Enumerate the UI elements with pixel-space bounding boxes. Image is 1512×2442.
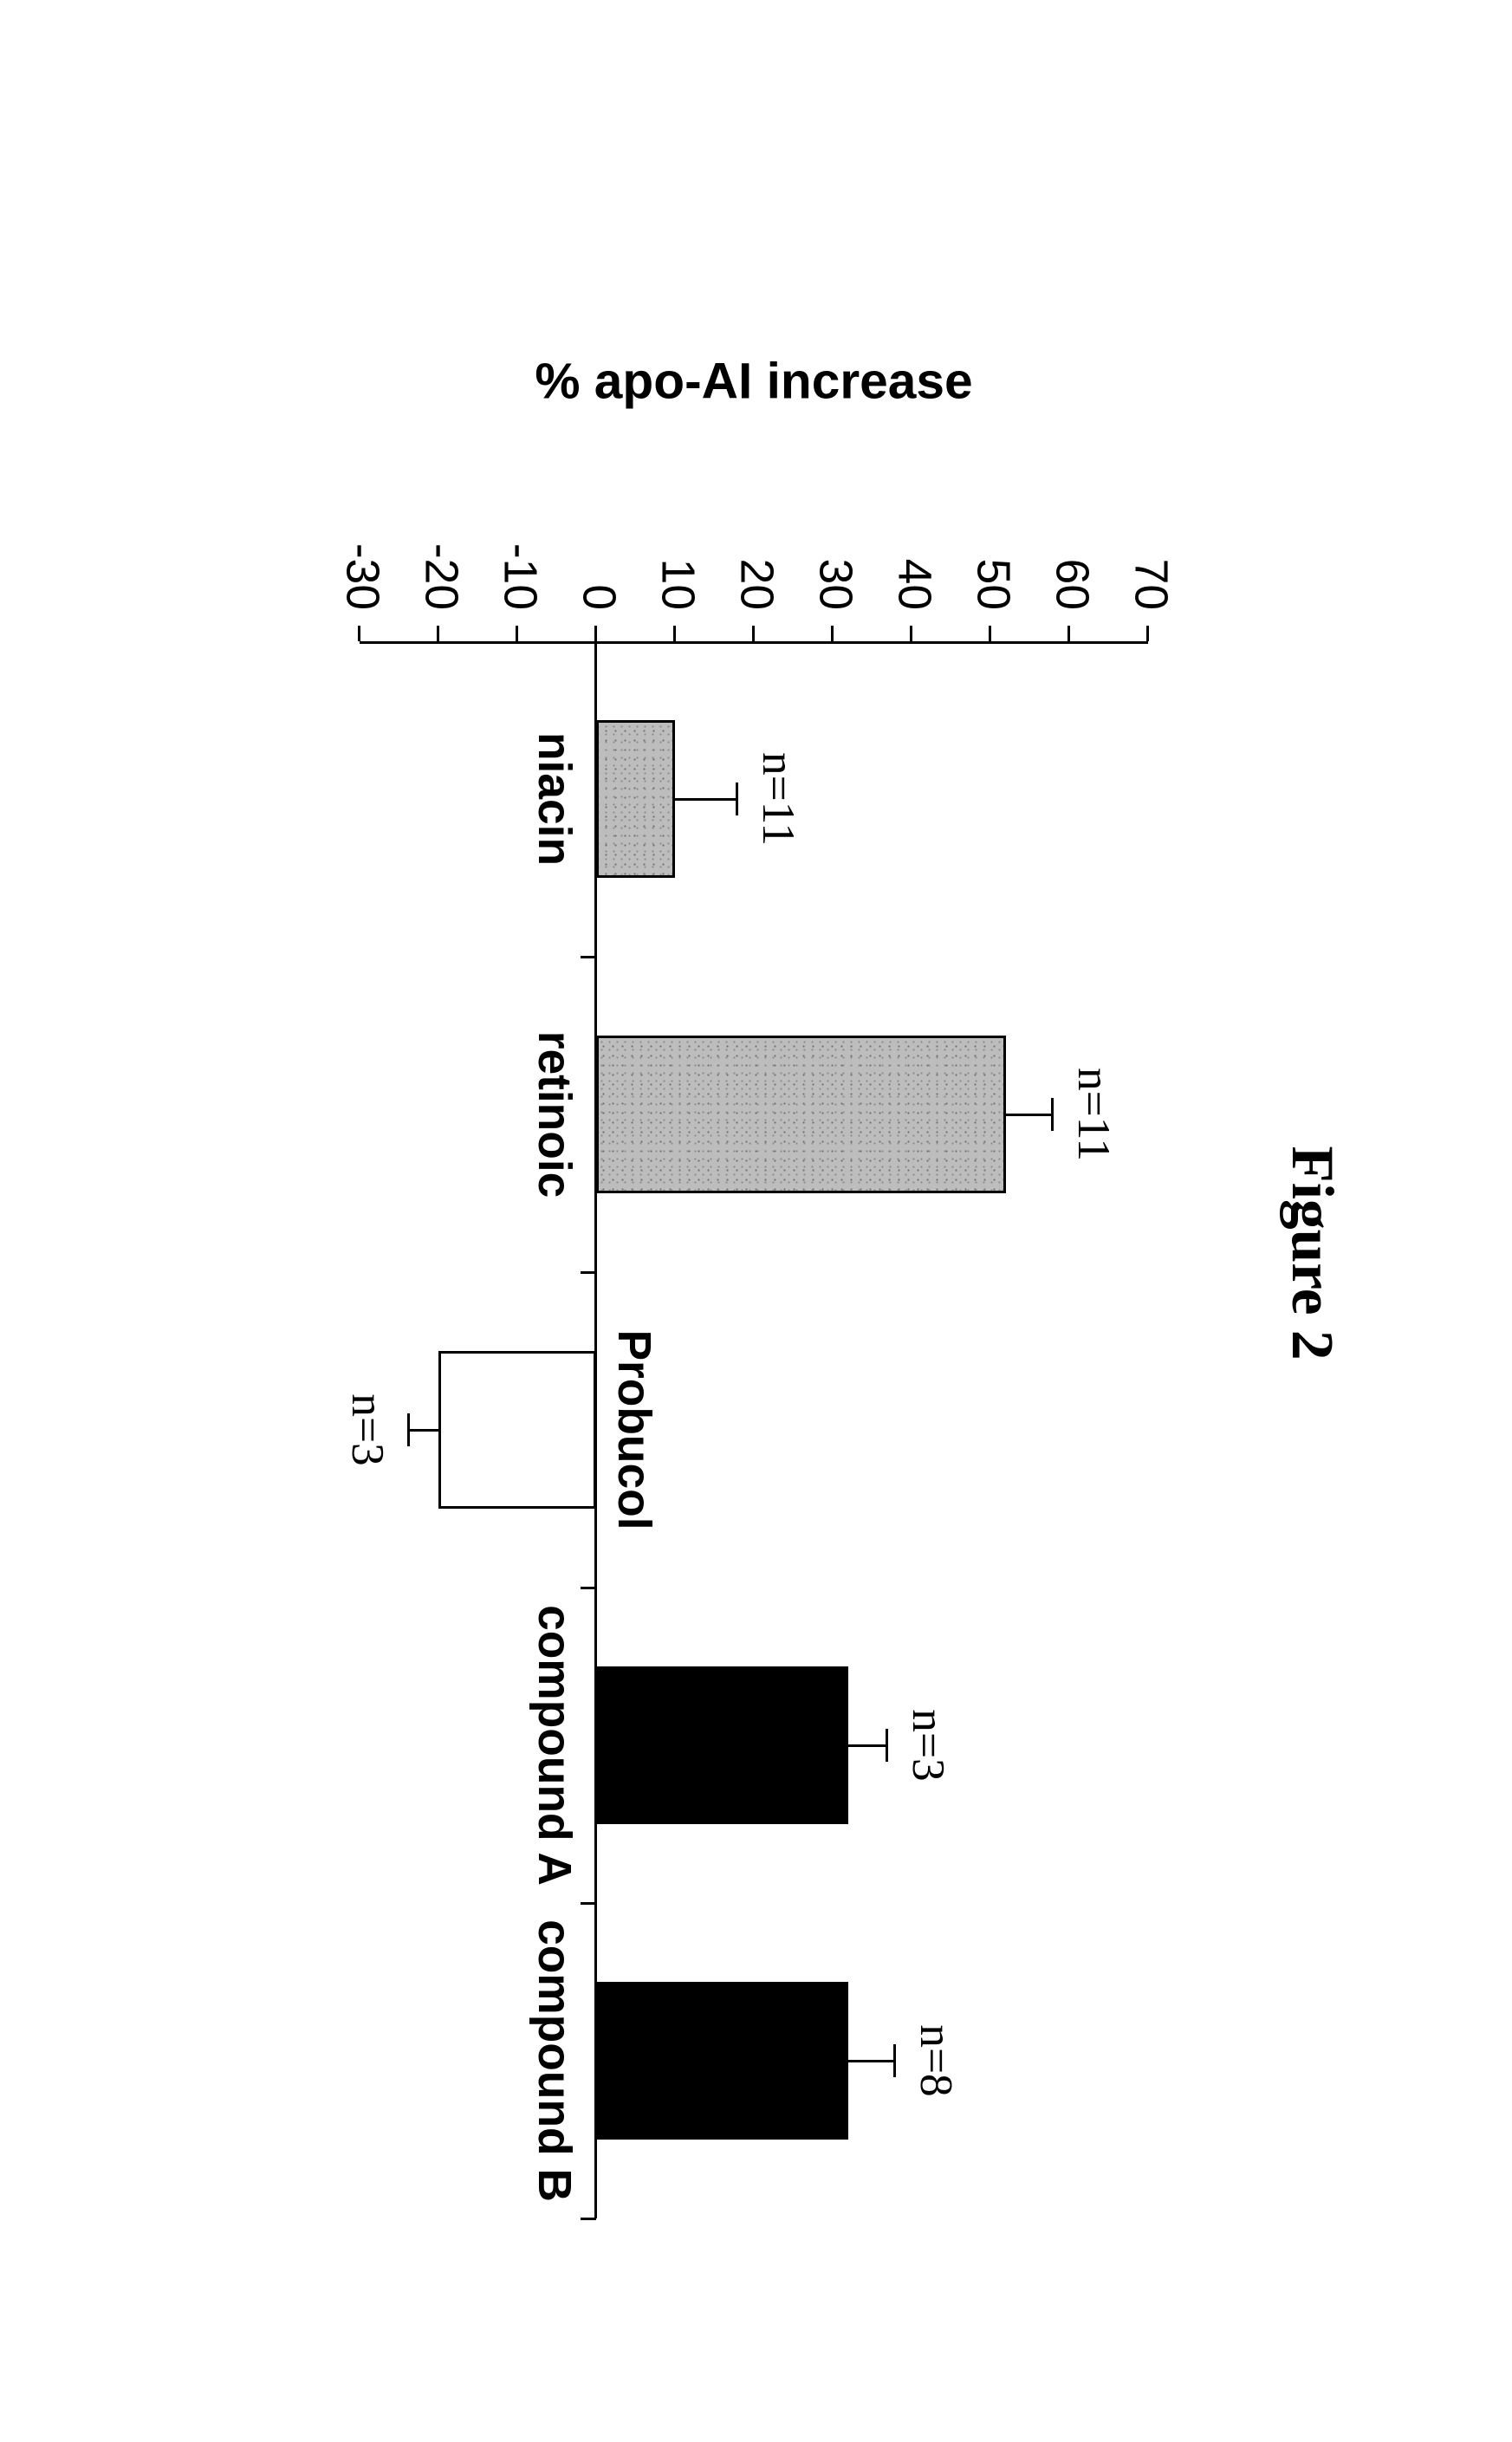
y-tick bbox=[674, 626, 677, 641]
y-tick bbox=[1147, 626, 1150, 641]
figure-title: Figure 2 bbox=[1278, 1146, 1347, 1360]
error-stem bbox=[675, 798, 738, 801]
y-tick-label: 40 bbox=[888, 559, 941, 610]
y-tick-label: -20 bbox=[415, 543, 468, 610]
y-tick-label: 10 bbox=[652, 559, 704, 610]
x-tick bbox=[581, 1902, 596, 1905]
y-tick bbox=[359, 626, 361, 641]
y-tick-label: 30 bbox=[809, 559, 862, 610]
plot-area: -30-20-10010203040506070n=11niacinn=11re… bbox=[360, 641, 1148, 2218]
page: Figure 2 % apo-AI increase -30 -20 -10 0 10 2… bbox=[0, 0, 1512, 2442]
error-cap bbox=[893, 2044, 896, 2077]
error-cap bbox=[736, 783, 738, 815]
y-tick bbox=[911, 626, 913, 641]
error-stem bbox=[848, 2060, 896, 2062]
y-tick-label: 20 bbox=[730, 559, 783, 610]
y-tick-label: -30 bbox=[336, 543, 389, 610]
error-cap bbox=[886, 1729, 888, 1762]
n-label: n=3 bbox=[902, 1709, 956, 1781]
y-tick bbox=[990, 626, 992, 641]
x-tick bbox=[581, 956, 596, 958]
category-label: Probucol bbox=[607, 1329, 660, 1529]
y-tick-label: 60 bbox=[1046, 559, 1099, 610]
bar-Probucol bbox=[438, 1351, 596, 1509]
x-tick bbox=[581, 1587, 596, 1589]
y-tick-label: 70 bbox=[1125, 559, 1178, 610]
y-tick bbox=[438, 626, 440, 641]
category-label: compound A bbox=[528, 1605, 581, 1886]
rotated-canvas: Figure 2 % apo-AI increase -30 -20 -10 0 10 2… bbox=[0, 0, 1512, 2442]
y-tick bbox=[1068, 626, 1071, 641]
y-tick-label: 50 bbox=[967, 559, 1020, 610]
bar-compound-B bbox=[596, 1982, 848, 2140]
x-tick bbox=[581, 2218, 596, 2220]
n-label: n=11 bbox=[1067, 1068, 1121, 1161]
y-tick bbox=[595, 626, 598, 641]
n-label: n=8 bbox=[910, 2024, 964, 2096]
y-axis bbox=[360, 641, 1148, 644]
y-axis-label: % apo-AI increase bbox=[535, 353, 972, 411]
bar-niacin bbox=[596, 720, 675, 878]
y-tick-label: -10 bbox=[494, 543, 547, 610]
x-tick bbox=[581, 1271, 596, 1274]
y-tick bbox=[832, 626, 834, 641]
error-stem bbox=[407, 1429, 438, 1432]
error-cap bbox=[407, 1413, 410, 1446]
y-tick bbox=[753, 626, 756, 641]
category-label: retinoic bbox=[528, 1031, 581, 1198]
error-stem bbox=[848, 1744, 888, 1747]
bar-compound-A bbox=[596, 1666, 848, 1824]
error-stem bbox=[1006, 1114, 1054, 1116]
bar-retinoic bbox=[596, 1036, 1006, 1193]
error-cap bbox=[1051, 1098, 1054, 1131]
n-label: n=11 bbox=[752, 752, 806, 846]
category-label: compound B bbox=[528, 1919, 581, 2202]
y-tick bbox=[516, 626, 519, 641]
y-tick-label: 0 bbox=[573, 584, 626, 610]
category-label: niacin bbox=[528, 732, 581, 866]
n-label: n=3 bbox=[341, 1393, 395, 1465]
